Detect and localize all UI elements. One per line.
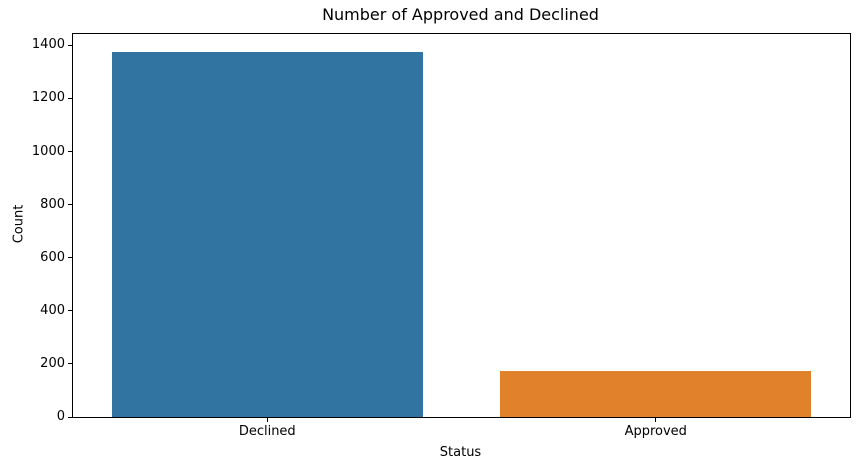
y-tick-mark [68,151,72,153]
x-axis-label: Status [439,445,482,460]
x-tick-mark [655,418,657,422]
y-tick-label: 800 [40,196,65,212]
y-tick-mark [68,416,72,418]
y-tick-label: 200 [40,355,65,371]
y-tick-mark [68,97,72,99]
y-tick-label: 1200 [31,90,65,106]
y-tick-mark [68,257,72,259]
bar-approved [500,370,812,417]
y-tick-label: 400 [40,302,65,318]
bar-declined [111,52,423,417]
y-tick-label: 600 [40,249,65,265]
y-tick-mark [68,363,72,365]
y-tick-label: 0 [56,409,65,424]
y-tick-mark [68,310,72,312]
y-tick-mark [68,44,72,46]
y-tick-label: 1400 [31,37,65,53]
plot-area: 0 200 400 600 800 1000 1200 1400 Declined Approve… [32,33,851,439]
x-tick-mark [266,418,268,422]
x-tick-label-approved: Approved [624,424,687,439]
y-tick-mark [68,204,72,206]
x-tick-label-declined: Declined [238,424,296,439]
y-tick-label: 1000 [31,143,65,159]
chart-title: Number of Approved and Declined [322,5,599,24]
